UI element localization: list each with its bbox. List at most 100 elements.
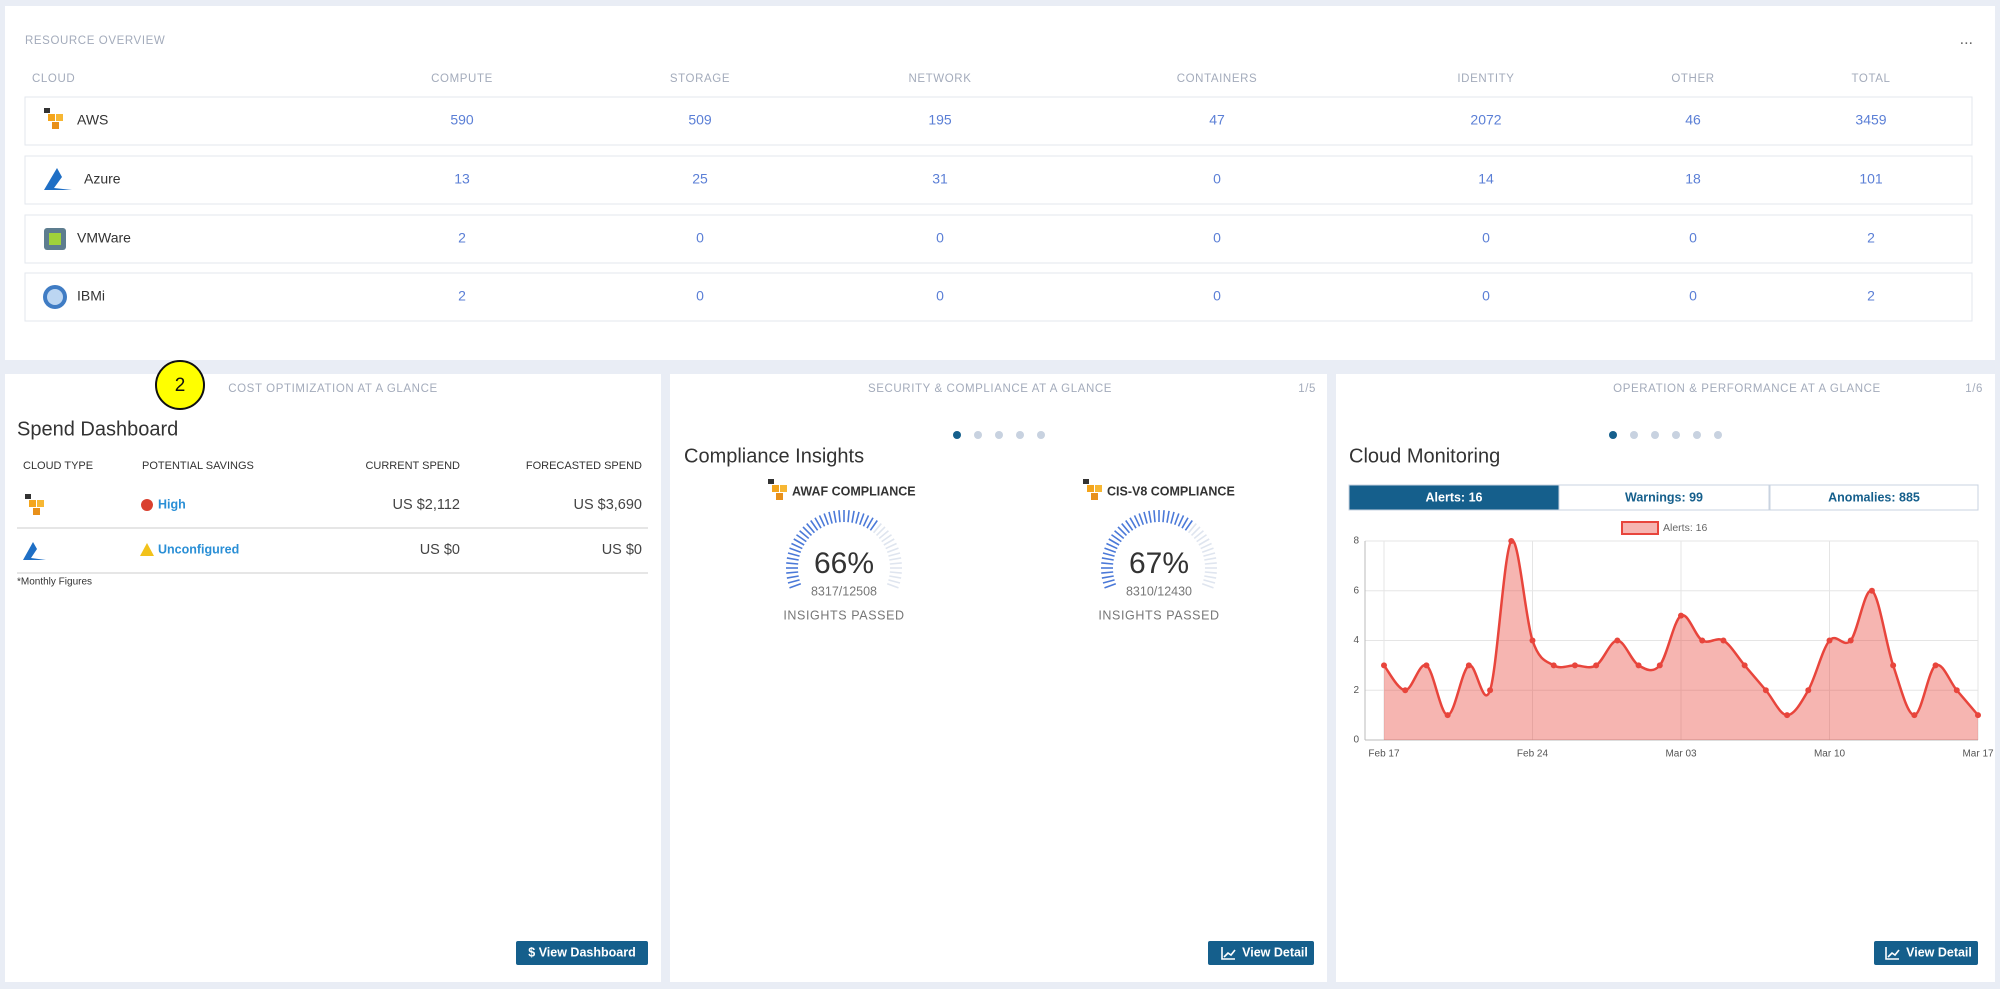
column-header: CLOUD: [32, 73, 75, 85]
page-dot: [995, 431, 1003, 439]
logo: [47, 289, 63, 305]
button-label[interactable]: View Detail: [1906, 945, 1972, 959]
gauge-tick: [818, 515, 826, 527]
heading: Compliance Insights: [684, 445, 864, 467]
logo: [49, 233, 61, 245]
status-icon: [140, 543, 154, 556]
point: [1529, 637, 1536, 644]
gauge-tick: [1201, 547, 1214, 554]
gauge-tick: [1204, 571, 1217, 574]
gauge-tick: [1101, 571, 1114, 574]
gauge-tick: [806, 523, 816, 534]
page-dot: [1609, 431, 1617, 439]
logo: [1083, 479, 1089, 484]
point: [1953, 687, 1960, 694]
operation-panel: [1336, 374, 1995, 982]
button-label[interactable]: View Detail: [1242, 945, 1308, 959]
gauge-tick: [802, 526, 813, 537]
gauge-tick: [1162, 510, 1165, 523]
menu[interactable]: ...: [1960, 31, 1973, 48]
logo: [33, 508, 40, 515]
gauge-tick: [1121, 523, 1131, 534]
tab[interactable]: [1348, 484, 1560, 511]
gauge-tick: [1177, 515, 1185, 527]
gauge-tick: [888, 552, 901, 557]
count: 0: [1213, 288, 1221, 304]
gauge-tick: [1104, 582, 1117, 589]
gauge-tick: [799, 530, 810, 540]
count: 0: [1689, 230, 1697, 246]
gauge-tick: [1170, 511, 1175, 524]
gauge-tick: [1153, 510, 1156, 523]
gauge-tick: [889, 557, 902, 561]
point: [1508, 538, 1515, 544]
gauge-tick: [1198, 538, 1210, 546]
gauge-tick: [789, 582, 802, 589]
point: [1890, 662, 1897, 669]
count: 2: [458, 288, 466, 304]
count: 0: [1482, 288, 1490, 304]
button[interactable]: [516, 941, 648, 965]
point: [1975, 712, 1981, 719]
tab[interactable]: [1769, 484, 1979, 511]
tab-label: Anomalies: 885: [1828, 490, 1920, 504]
gauge-title: CIS-V8 COMPLIANCE: [1107, 484, 1235, 498]
count: 18: [1685, 171, 1701, 187]
callout: [155, 360, 205, 410]
row-box: [24, 155, 1973, 205]
logo: [776, 493, 783, 500]
page-dot: [1630, 431, 1638, 439]
point: [1635, 662, 1642, 669]
gauge-tick: [1111, 534, 1122, 543]
logo: [25, 494, 31, 499]
callout-number: 2: [175, 375, 186, 396]
gauge-tick: [1187, 523, 1197, 534]
gauge-tick: [1104, 547, 1117, 554]
point: [1741, 662, 1748, 669]
line: [1382, 539, 1979, 717]
y-tick-label: 2: [1353, 685, 1359, 696]
page-dot: [953, 431, 961, 439]
point: [1402, 687, 1409, 694]
count: 2: [1867, 288, 1875, 304]
count: 195: [928, 112, 952, 128]
x-tick-label: Feb 17: [1368, 749, 1400, 760]
gauge-tick: [1108, 538, 1120, 546]
gauge-tick: [875, 526, 886, 537]
gauge-tick: [888, 579, 901, 584]
logo: [44, 168, 72, 190]
gauge-title: AWAF COMPLIANCE: [792, 484, 916, 498]
point: [1720, 637, 1727, 644]
button-label[interactable]: $ View Dashboard: [528, 945, 635, 959]
point: [1550, 662, 1557, 669]
area: [1384, 540, 1978, 740]
gauge-tick: [886, 582, 899, 589]
count: 2: [1867, 230, 1875, 246]
gauge-tick: [1203, 579, 1216, 584]
logo: [52, 122, 59, 129]
x-tick-label: Mar 10: [1814, 749, 1846, 760]
gauge-tick: [889, 575, 902, 579]
logo: [1091, 493, 1098, 500]
gauge-tick: [885, 542, 897, 550]
count: 101: [1859, 171, 1883, 187]
security-panel: [670, 374, 1327, 982]
gauge-tick: [866, 517, 874, 529]
gauge-tick: [869, 520, 878, 531]
gauge-tick: [1203, 552, 1216, 557]
column-header: NETWORK: [909, 73, 972, 85]
gauge-tick: [1102, 579, 1115, 584]
gauge-tick: [789, 547, 802, 554]
count: 46: [1685, 112, 1701, 128]
gauge-tick: [1166, 510, 1170, 523]
gauge-tick: [796, 534, 807, 543]
cloud-name: AWS: [77, 112, 108, 128]
chart-icon: [1221, 947, 1236, 960]
count: 0: [696, 230, 704, 246]
point: [1911, 712, 1918, 719]
gauge-caption: INSIGHTS PASSED: [1098, 608, 1219, 622]
button[interactable]: [1874, 941, 1978, 965]
page-dot: [1037, 431, 1045, 439]
tab[interactable]: [1558, 484, 1770, 511]
gauge-tick: [828, 511, 833, 524]
